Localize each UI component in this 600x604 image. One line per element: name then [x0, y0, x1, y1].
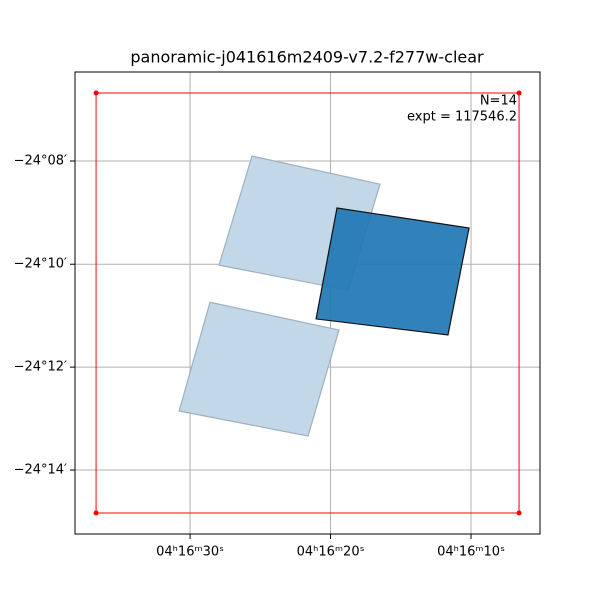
y-tick-label: −24°14′ — [14, 463, 67, 478]
survey-boundary — [95, 92, 520, 514]
x-tick-label: 04ʰ16ᵐ10ˢ — [437, 545, 505, 560]
y-tick-label: −24°10′ — [14, 257, 67, 272]
y-tick-label: −24°08′ — [14, 154, 67, 169]
plot-frame — [74, 71, 541, 535]
boundary-vertex — [93, 510, 99, 516]
x-tick-label: 04ʰ16ᵐ20ˢ — [297, 545, 365, 560]
footprint — [178, 301, 340, 437]
annotation: N=14 — [480, 94, 517, 109]
x-tick-label: 04ʰ16ᵐ30ˢ — [156, 545, 224, 560]
annotation: expt = 117546.2 — [407, 110, 517, 125]
y-tick-label: −24°12′ — [14, 360, 67, 375]
boundary-vertex — [93, 90, 99, 96]
footprint — [315, 207, 470, 336]
chart-title: panoramic-j041616m2409-v7.2-f277w-clear — [130, 48, 484, 67]
boundary-vertex — [516, 90, 522, 96]
boundary-vertex — [516, 510, 522, 516]
